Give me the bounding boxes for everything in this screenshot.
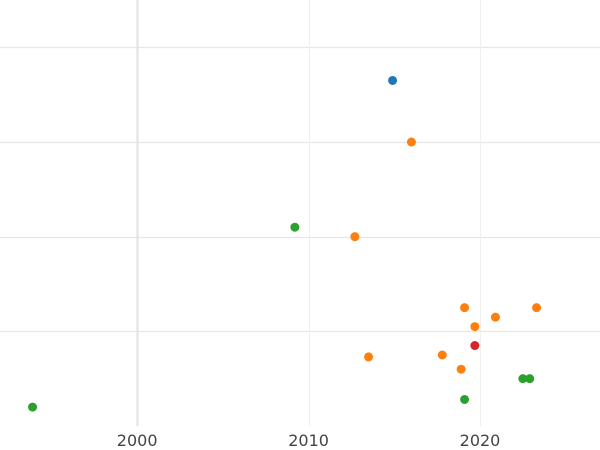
data-point-series2-9 bbox=[456, 364, 466, 374]
data-point-series4-1 bbox=[470, 341, 480, 351]
data-point-series2-5 bbox=[490, 312, 500, 322]
data-points bbox=[28, 75, 542, 412]
data-point-series2-2 bbox=[350, 232, 360, 242]
data-point-series2-1 bbox=[406, 137, 416, 147]
data-point-series2-8 bbox=[437, 350, 447, 360]
gridlines bbox=[0, 0, 600, 426]
x-tick-label: 2020 bbox=[460, 431, 501, 450]
data-point-series3-2 bbox=[518, 374, 528, 384]
x-axis-ticks: 2000 2010 2020 bbox=[117, 431, 501, 450]
data-point-series3-5 bbox=[28, 402, 38, 412]
data-point-series1-1 bbox=[388, 75, 398, 85]
data-point-series3-3 bbox=[525, 374, 535, 384]
data-point-series2-4 bbox=[532, 303, 542, 313]
x-tick-label: 2000 bbox=[117, 431, 158, 450]
x-tick-label: 2010 bbox=[288, 431, 329, 450]
data-point-series2-3 bbox=[460, 303, 470, 313]
data-point-series2-6 bbox=[470, 322, 480, 332]
data-point-series2-7 bbox=[364, 352, 374, 362]
data-point-series3-4 bbox=[460, 394, 470, 404]
data-point-series3-1 bbox=[290, 222, 300, 232]
